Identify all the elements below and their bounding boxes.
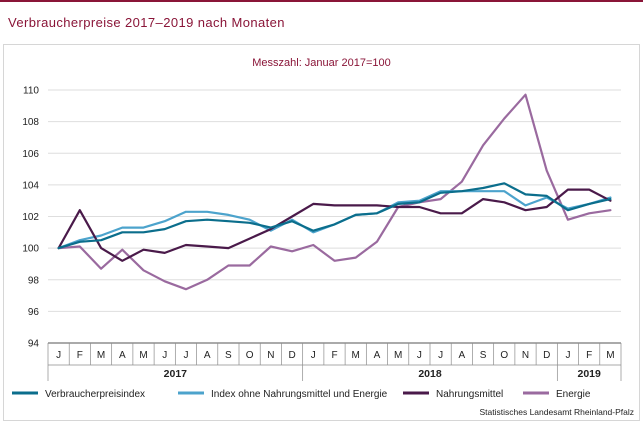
year-label: 2017: [164, 368, 188, 380]
year-label: 2019: [577, 368, 601, 380]
y-tick-label: 104: [22, 180, 39, 191]
x-tick-label: J: [438, 350, 443, 361]
x-tick-label: M: [394, 350, 402, 361]
y-tick-label: 102: [22, 212, 39, 223]
x-tick-label: A: [204, 350, 211, 361]
x-tick-label: J: [417, 350, 422, 361]
x-tick-label: N: [267, 350, 274, 361]
x-tick-label: J: [183, 350, 188, 361]
series-line: [57, 190, 612, 250]
y-tick-label: 106: [22, 149, 39, 160]
legend-label: Index ohne Nahrungsmittel und Energie: [211, 389, 388, 400]
x-tick-label: M: [352, 350, 360, 361]
series-line: [57, 93, 612, 291]
chart-subtitle: Messzahl: Januar 2017=100: [252, 57, 391, 69]
y-tick-label: 110: [23, 86, 39, 97]
x-tick-label: N: [522, 350, 529, 361]
legend-label: Nahrungsmittel: [436, 389, 503, 400]
x-tick-label: O: [500, 350, 508, 361]
x-tick-label: J: [565, 350, 570, 361]
x-tick-label: M: [97, 350, 105, 361]
title-rule: [0, 0, 643, 2]
y-tick-label: 100: [22, 244, 39, 255]
legend-label: Energie: [556, 389, 591, 400]
x-tick-label: F: [77, 350, 83, 361]
legend-label: Verbraucherpreisindex: [45, 389, 145, 400]
x-tick-label: M: [606, 350, 614, 361]
x-tick-label: J: [56, 350, 61, 361]
x-tick-label: J: [162, 350, 167, 361]
chart-title: Verbraucherpreise 2017–2019 nach Monaten: [8, 15, 285, 30]
source-note: Statistisches Landesamt Rheinland-Pfalz: [479, 407, 635, 417]
y-tick-label: 94: [28, 339, 40, 350]
year-label: 2018: [418, 368, 442, 380]
x-tick-label: A: [119, 350, 126, 361]
x-tick-label: A: [458, 350, 465, 361]
x-tick-label: F: [586, 350, 592, 361]
x-tick-label: S: [480, 350, 487, 361]
y-tick-label: 98: [28, 275, 40, 286]
x-tick-label: D: [288, 350, 295, 361]
x-tick-label: M: [139, 350, 147, 361]
y-tick-label: 96: [28, 307, 40, 318]
series-line: [57, 188, 612, 262]
x-tick-label: O: [246, 350, 254, 361]
x-tick-label: J: [311, 350, 316, 361]
series-line: [57, 182, 612, 250]
x-tick-label: D: [543, 350, 550, 361]
x-tick-label: A: [374, 350, 381, 361]
x-tick-label: F: [331, 350, 337, 361]
x-tick-label: S: [225, 350, 232, 361]
y-tick-label: 108: [22, 117, 39, 128]
